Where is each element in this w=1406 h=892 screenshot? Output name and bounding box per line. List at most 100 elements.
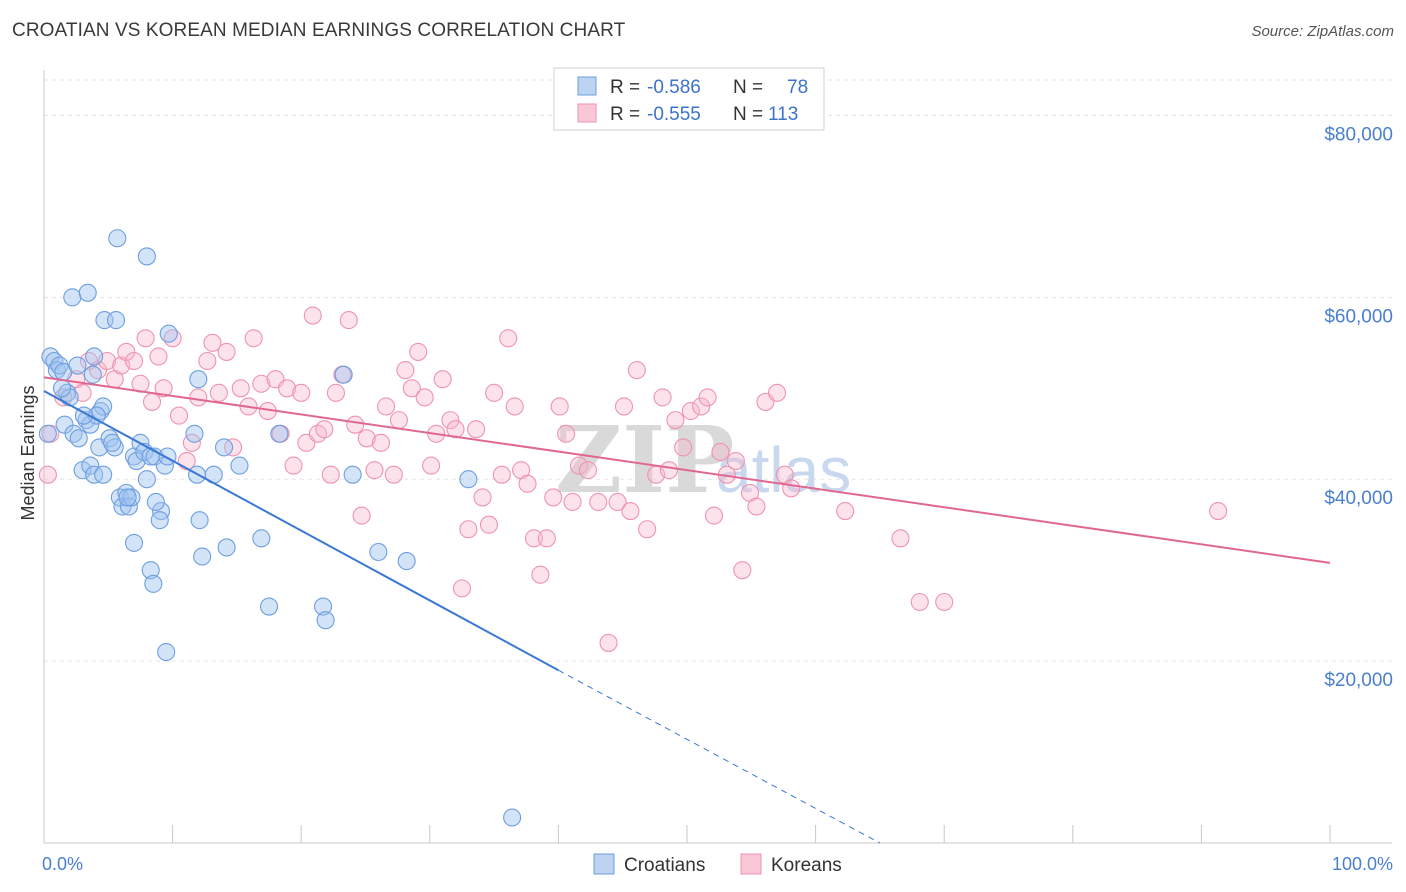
point-koreans xyxy=(653,388,672,407)
point-koreans xyxy=(711,442,730,462)
point-koreans xyxy=(136,329,155,348)
point-koreans xyxy=(733,561,752,580)
point-koreans xyxy=(479,515,499,534)
y-axis-label: Median Earnings xyxy=(18,385,38,520)
point-croatians xyxy=(122,488,141,507)
point-croatians xyxy=(38,424,57,443)
point-koreans xyxy=(674,438,693,457)
point-koreans xyxy=(402,379,421,398)
series-croatians-points xyxy=(38,229,522,827)
point-croatians xyxy=(137,470,156,489)
legend-r-value-koreans: -0.555 xyxy=(647,104,701,125)
point-koreans xyxy=(231,379,250,398)
point-koreans xyxy=(384,465,403,484)
point-koreans xyxy=(346,415,365,434)
point-koreans xyxy=(485,383,504,402)
legend-n-label-croatians: N = xyxy=(733,77,763,98)
point-koreans xyxy=(292,383,311,402)
point-croatians xyxy=(190,511,209,530)
point-croatians xyxy=(189,370,208,389)
point-croatians xyxy=(146,492,165,512)
trendlines xyxy=(43,376,1331,844)
point-croatians xyxy=(252,529,271,548)
point-koreans xyxy=(524,529,544,548)
point-koreans xyxy=(217,342,236,361)
point-croatians xyxy=(137,247,156,266)
point-croatians xyxy=(63,288,82,307)
point-croatians xyxy=(334,365,353,384)
point-croatians xyxy=(78,283,97,302)
legend-swatch-koreans xyxy=(577,103,597,123)
point-croatians xyxy=(81,456,100,475)
point-croatians xyxy=(459,470,478,489)
point-croatians xyxy=(118,488,137,507)
point-koreans xyxy=(189,388,208,407)
point-koreans xyxy=(681,401,700,421)
legend-r-value-croatians: -0.586 xyxy=(647,77,701,98)
bottom-legend-swatch-koreans xyxy=(740,853,762,875)
point-croatians xyxy=(193,547,212,566)
point-koreans xyxy=(704,506,724,525)
point-croatians xyxy=(214,438,234,457)
point-koreans xyxy=(767,383,787,402)
point-koreans xyxy=(589,492,608,512)
point-koreans xyxy=(396,361,415,380)
point-koreans xyxy=(692,397,711,416)
point-koreans xyxy=(308,424,327,443)
point-croatians xyxy=(144,574,163,593)
bottom-legend-swatch-croatians xyxy=(593,853,615,875)
point-koreans xyxy=(326,383,345,402)
legend-n-label-koreans: N = xyxy=(733,104,763,125)
point-koreans xyxy=(614,397,634,416)
axes xyxy=(43,70,1392,844)
point-koreans xyxy=(284,456,303,475)
point-koreans xyxy=(415,388,434,407)
point-croatians xyxy=(151,502,171,521)
point-koreans xyxy=(278,379,297,398)
point-koreans xyxy=(203,333,222,352)
trendline-koreans xyxy=(43,376,1331,564)
point-croatians xyxy=(159,324,178,343)
point-koreans xyxy=(433,370,452,389)
point-koreans xyxy=(557,424,576,443)
point-croatians xyxy=(127,451,146,471)
point-croatians xyxy=(157,642,176,662)
point-croatians xyxy=(106,311,126,330)
point-croatians xyxy=(397,552,416,571)
y-tick-labels: $20,000 $40,000 $60,000 $80,000 xyxy=(1324,124,1393,691)
point-croatians xyxy=(185,424,204,443)
point-koreans xyxy=(117,342,136,361)
legend-box xyxy=(553,67,825,131)
point-koreans xyxy=(142,392,162,411)
point-koreans xyxy=(550,397,569,416)
gridlines xyxy=(44,79,1392,662)
legend-n-value-croatians: 78 xyxy=(787,77,808,98)
point-koreans xyxy=(377,397,396,416)
point-koreans xyxy=(531,565,550,584)
y-tick-label: $40,000 xyxy=(1324,488,1393,509)
point-koreans xyxy=(352,506,371,525)
legend-r-label-croatians: R = xyxy=(610,77,640,98)
trendline-croatians-extension xyxy=(558,669,881,844)
point-croatians xyxy=(108,229,127,248)
point-croatians xyxy=(314,597,333,616)
y-tick-label: $20,000 xyxy=(1324,670,1393,691)
point-koreans xyxy=(422,456,441,475)
point-koreans xyxy=(357,429,376,448)
point-croatians xyxy=(124,533,144,552)
point-koreans xyxy=(169,406,189,425)
point-croatians xyxy=(343,465,362,484)
x-tick-labels: 0.0% 100.0% xyxy=(42,854,1393,874)
y-tick-label: $80,000 xyxy=(1324,124,1393,145)
legend-r-label-koreans: R = xyxy=(610,104,640,125)
point-koreans xyxy=(473,488,492,507)
point-koreans xyxy=(244,329,263,348)
point-koreans xyxy=(891,529,910,548)
legend-n-value-koreans: 113 xyxy=(768,104,798,125)
point-koreans xyxy=(666,411,685,430)
point-croatians xyxy=(94,465,113,484)
point-croatians xyxy=(217,538,236,557)
point-koreans xyxy=(452,579,472,598)
bottom-legend-croatians: Croatians xyxy=(624,855,705,876)
